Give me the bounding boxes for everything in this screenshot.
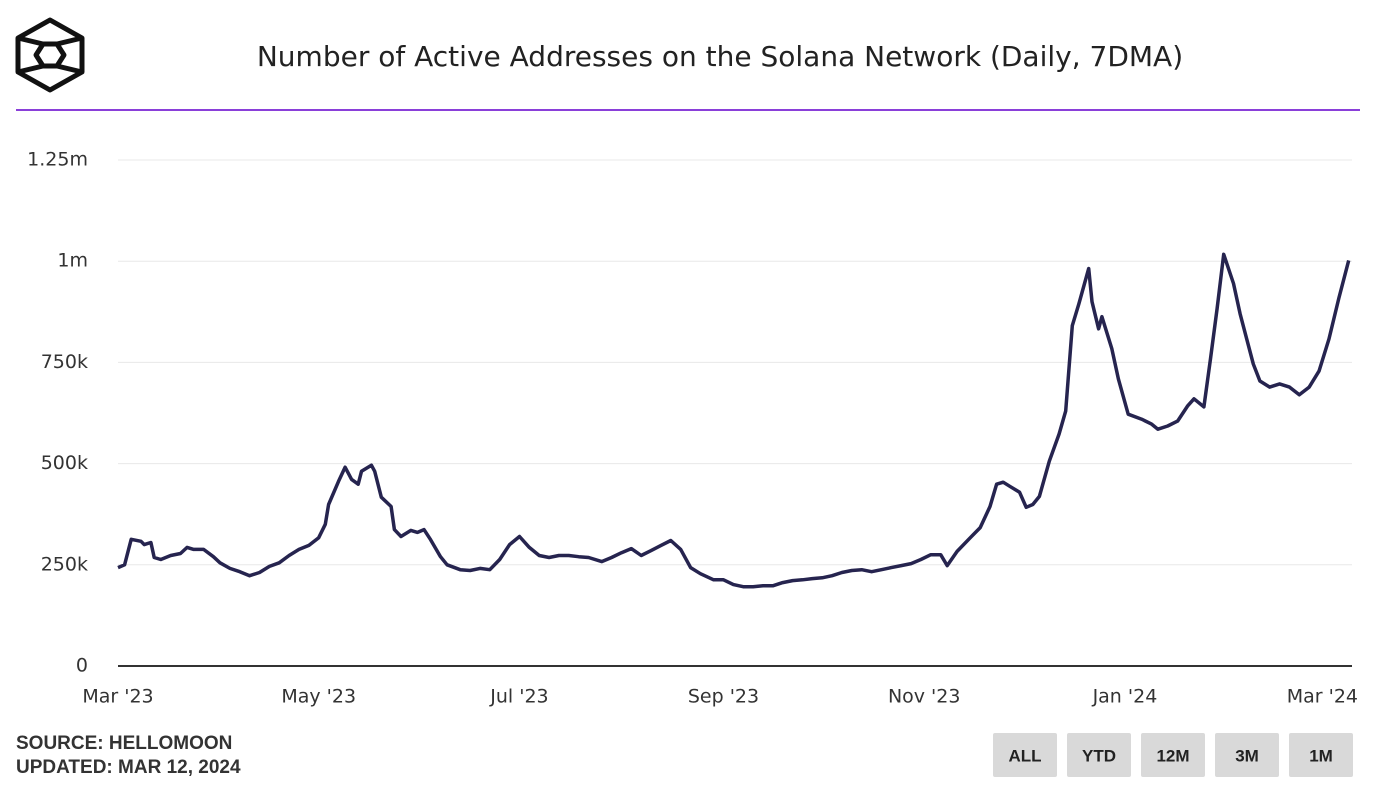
y-tick-label: 0	[76, 655, 88, 677]
data-line	[117, 252, 1351, 589]
range-button-label[interactable]: YTD	[1082, 746, 1116, 765]
range-button[interactable]	[1215, 733, 1279, 777]
x-tick-label: Jan '24	[1092, 686, 1158, 708]
range-button[interactable]	[1141, 733, 1205, 777]
y-tick-label: 250k	[41, 553, 88, 575]
source: SOURCE: HELLOMOON	[16, 733, 232, 754]
logo	[15, 17, 85, 93]
x-tick-label: May '23	[281, 686, 356, 708]
y-tick-label: 1.25m	[27, 149, 88, 171]
y-tick-label: 1m	[57, 250, 88, 272]
range-button-label[interactable]: ALL	[1008, 746, 1041, 765]
range-button-label[interactable]: 12M	[1156, 746, 1189, 765]
x-tick-label: Jul '23	[489, 686, 548, 708]
chart-title: Number of Active Addresses on the Solana…	[257, 40, 1183, 73]
range-button-label[interactable]: 3M	[1235, 746, 1259, 765]
updated: UPDATED: MAR 12, 2024	[16, 757, 241, 778]
range-button[interactable]	[1289, 733, 1353, 777]
x-tick-label: Nov '23	[888, 686, 961, 708]
x-tick-label: Mar '24	[1287, 686, 1358, 708]
x-tick-label: Mar '23	[82, 686, 153, 708]
x-tick-label: Sep '23	[688, 686, 759, 708]
range-button-label[interactable]: 1M	[1309, 746, 1333, 765]
range-button[interactable]	[1067, 733, 1131, 777]
y-tick-label: 500k	[41, 452, 88, 474]
range-button[interactable]	[993, 733, 1057, 777]
y-tick-label: 750k	[41, 351, 88, 373]
